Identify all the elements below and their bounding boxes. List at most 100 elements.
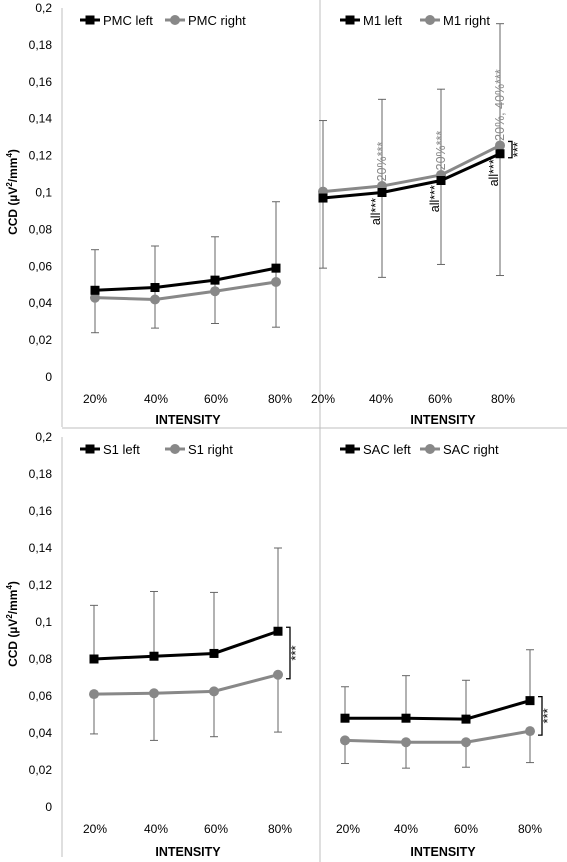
significance-bracket bbox=[508, 140, 513, 159]
series-line bbox=[322, 144, 501, 194]
data-point bbox=[340, 735, 350, 746]
y-tick-label: 0,14 bbox=[29, 112, 53, 126]
data-point bbox=[525, 696, 535, 706]
y-tick-label: 0 bbox=[45, 800, 52, 814]
x-tick-label: 20% bbox=[83, 822, 107, 836]
data-point bbox=[377, 188, 387, 197]
data-point bbox=[89, 689, 99, 700]
y-axis-title-part: CCD (µV bbox=[6, 187, 20, 235]
y-axis-title-part: /mm bbox=[6, 590, 20, 615]
data-point bbox=[210, 275, 220, 285]
data-point bbox=[273, 626, 283, 636]
x-tick-label: 60% bbox=[454, 822, 478, 836]
svg-text:CCD (µV2/mm4): CCD (µV2/mm4) bbox=[5, 581, 20, 667]
y-axis-title-part: ) bbox=[6, 581, 20, 585]
legend-marker bbox=[345, 444, 355, 454]
data-point bbox=[90, 292, 100, 303]
data-point bbox=[318, 193, 328, 203]
y-axis-title-sup: 4 bbox=[5, 153, 14, 158]
y-tick-label: 0,14 bbox=[29, 541, 53, 555]
x-tick-label: 20% bbox=[83, 392, 107, 406]
chart-panel-top-right: 20% 40% 60% 80% M1 left M1 right 20%*** 20%*** 2… bbox=[311, 13, 525, 406]
data-point bbox=[271, 276, 281, 287]
series-line bbox=[344, 729, 531, 744]
chart-panel-bottom-right: 20% 40% 60% 80% SAC left SAC right *** bbox=[336, 442, 555, 836]
legend-label: M1 left bbox=[363, 13, 402, 28]
data-point bbox=[401, 737, 411, 748]
series-line bbox=[94, 266, 277, 292]
legend-label: M1 right bbox=[443, 13, 490, 28]
data-point bbox=[149, 688, 159, 699]
series-line bbox=[93, 673, 279, 696]
legend-label: PMC right bbox=[188, 13, 246, 28]
significance-stars: *** bbox=[510, 142, 525, 157]
y-tick-label: 0,2 bbox=[35, 430, 52, 444]
chart-panels: 0 0,02 0,04 0,06 0,08 0,1 0,12 0,14 0,16 0,18 0,2 2… bbox=[29, 1, 555, 857]
y-axis-title-sup: 4 bbox=[5, 585, 14, 590]
y-tick-label: 0,12 bbox=[29, 578, 53, 592]
x-tick-label: 60% bbox=[428, 392, 452, 406]
data-point bbox=[401, 713, 411, 723]
chart-panel-bottom-left: 0 0,02 0,04 0,06 0,08 0,1 0,12 0,14 0,16 0,18 0,2 2… bbox=[29, 430, 303, 857]
y-tick-label: 0 bbox=[45, 370, 52, 384]
data-point bbox=[461, 737, 471, 748]
legend-marker bbox=[85, 15, 95, 25]
y-tick-label: 0,08 bbox=[29, 652, 53, 666]
legend-label: S1 right bbox=[188, 442, 233, 457]
x-tick-label: 20% bbox=[311, 392, 335, 406]
data-point bbox=[150, 283, 160, 293]
legend-label: S1 left bbox=[103, 442, 140, 457]
y-tick-label: 0,02 bbox=[29, 763, 53, 777]
significance-annotation: all*** bbox=[369, 198, 383, 225]
significance-annotation: 20%*** bbox=[434, 131, 448, 171]
x-tick-label: 80% bbox=[518, 822, 542, 836]
y-tick-label: 0,06 bbox=[29, 689, 53, 703]
legend-label: SAC right bbox=[443, 442, 499, 457]
y-axis-title-part: CCD (µV bbox=[6, 619, 20, 667]
x-tick-label: 80% bbox=[491, 392, 515, 406]
data-point bbox=[461, 714, 471, 724]
x-tick-label: 40% bbox=[144, 392, 168, 406]
legend-marker bbox=[170, 444, 180, 454]
data-point bbox=[495, 149, 505, 159]
series-line bbox=[93, 629, 279, 661]
y-tick-label: 0,2 bbox=[35, 1, 52, 15]
y-tick-label: 0,06 bbox=[29, 259, 53, 273]
data-point bbox=[210, 286, 220, 297]
significance-annotation: all*** bbox=[487, 159, 501, 186]
y-axis-title-part: ) bbox=[6, 149, 20, 153]
legend-marker bbox=[425, 444, 435, 454]
x-tick-label: 60% bbox=[204, 392, 228, 406]
data-point bbox=[90, 285, 100, 295]
y-axis-title-sup: 2 bbox=[5, 614, 14, 619]
data-point bbox=[525, 726, 535, 737]
data-point bbox=[273, 669, 283, 680]
y-axis-title-sup: 2 bbox=[5, 182, 14, 187]
x-tick-label: 40% bbox=[144, 822, 168, 836]
data-point bbox=[340, 713, 350, 723]
series-line bbox=[94, 280, 277, 302]
y-axis-title-part: /mm bbox=[6, 158, 20, 183]
data-point bbox=[209, 648, 219, 658]
y-tick-label: 0,18 bbox=[29, 38, 53, 52]
y-tick-label: 0,16 bbox=[29, 75, 53, 89]
y-axis-title-bottom: CCD (µV2/mm4) bbox=[5, 581, 20, 667]
significance-annotation: 20%, 40%*** bbox=[493, 69, 507, 141]
y-tick-label: 0,16 bbox=[29, 504, 53, 518]
data-point bbox=[271, 263, 281, 273]
x-tick-label: 20% bbox=[336, 822, 360, 836]
x-axis-title-bottom-right: INTENSITY bbox=[410, 845, 476, 859]
legend-label: PMC left bbox=[103, 13, 153, 28]
significance-annotation: 20%*** bbox=[375, 142, 389, 182]
y-tick-label: 0,18 bbox=[29, 467, 53, 481]
x-axis-title-top-left: INTENSITY bbox=[155, 413, 221, 427]
y-axis-title-top: CCD (µV2/mm4) bbox=[5, 149, 20, 235]
x-axis-title-top-right: INTENSITY bbox=[410, 413, 476, 427]
x-tick-label: 40% bbox=[394, 822, 418, 836]
significance-bracket bbox=[286, 626, 291, 680]
y-tick-label: 0,1 bbox=[35, 615, 52, 629]
y-tick-label: 0,12 bbox=[29, 149, 53, 163]
y-tick-label: 0,04 bbox=[29, 726, 53, 740]
data-point bbox=[209, 686, 219, 697]
